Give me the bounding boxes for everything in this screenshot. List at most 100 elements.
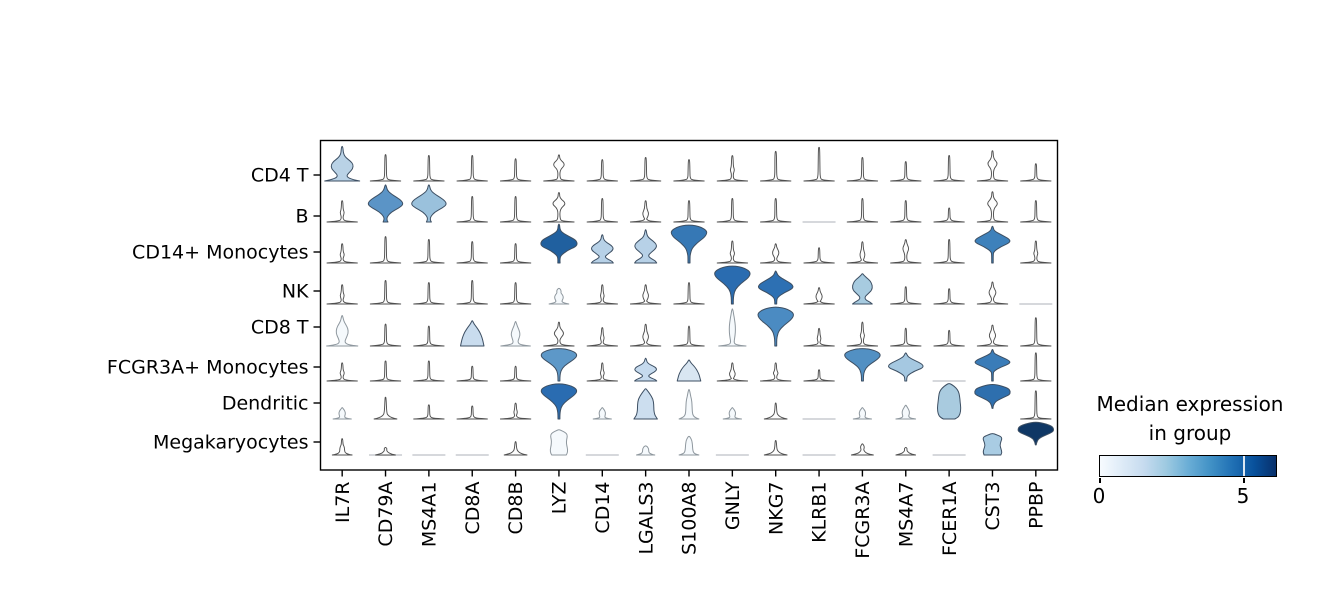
violin [548, 287, 570, 305]
x-axis-label-lyz: LYZ [549, 482, 571, 515]
violin [763, 402, 788, 420]
violin [846, 241, 879, 264]
violin [586, 284, 618, 305]
violin [543, 321, 575, 347]
violin [673, 159, 705, 182]
violin [456, 280, 488, 305]
x-axis-label-cd79a: CD79A [375, 482, 397, 547]
violin [499, 158, 532, 182]
violin [456, 241, 488, 264]
violin [976, 281, 1009, 305]
violin [369, 323, 402, 347]
x-axis-label-il7r: IL7R [332, 482, 354, 523]
violin [373, 396, 398, 420]
x-axis-label-ms4a1: MS4A1 [419, 482, 441, 548]
violin [413, 155, 445, 182]
x-axis-label-nkg7: NKG7 [765, 482, 787, 535]
violin [803, 247, 835, 264]
x-axis-label-cst3: CST3 [982, 482, 1004, 531]
y-axis-label-b: B [295, 206, 308, 228]
violin [369, 236, 402, 264]
x-axis-label-klrb1: KLRB1 [809, 482, 831, 543]
violin [456, 405, 488, 420]
colorbar-title-line2: in group [1148, 421, 1232, 445]
x-axis-label-lgals3: LGALS3 [635, 482, 657, 555]
x-axis-label-gnly: GNLY [722, 481, 744, 530]
violin [933, 239, 965, 264]
violin [456, 196, 488, 223]
violin [716, 362, 749, 382]
violin [636, 445, 656, 456]
colorbar-tickmark-0 [1099, 478, 1101, 483]
violin [846, 198, 879, 223]
violin [722, 407, 742, 420]
colorbar-gradient [1099, 455, 1277, 477]
violin [890, 161, 922, 182]
violin [413, 404, 445, 420]
violin [1020, 200, 1052, 223]
violin [895, 404, 917, 420]
violin [413, 282, 445, 305]
violin [844, 348, 881, 382]
violin [846, 157, 879, 182]
violin [590, 234, 614, 264]
violin [634, 229, 658, 264]
y-axis-label-megakaryocytes: Megakaryocytes [153, 432, 309, 454]
colorbar-tick-label-5: 5 [1236, 484, 1250, 508]
violin [629, 200, 662, 223]
violin [716, 155, 749, 182]
y-axis-label-cd14-monocytes: CD14+ Monocytes [132, 242, 308, 264]
violin [326, 362, 358, 382]
x-axis-label-cd8a: CD8A [462, 481, 484, 534]
violin [763, 440, 788, 456]
violin [413, 325, 445, 347]
violin [803, 146, 835, 182]
violin [586, 159, 618, 182]
colorbar-marker-5 [1243, 456, 1245, 476]
violin [500, 320, 531, 347]
violin [895, 446, 917, 456]
y-axis-label-nk: NK [282, 281, 309, 303]
violin [592, 407, 612, 420]
violin [714, 265, 751, 305]
violin [974, 384, 1011, 409]
violin [543, 192, 575, 223]
y-axis-label-cd4-t: CD4 T [251, 165, 309, 187]
violin [673, 282, 705, 305]
violin [499, 243, 532, 264]
violin [369, 360, 402, 382]
violin [326, 315, 359, 347]
violin [890, 239, 922, 264]
violin [1020, 240, 1052, 264]
violin [456, 365, 488, 382]
violin [331, 438, 353, 456]
violin [803, 369, 835, 382]
violin [543, 154, 575, 182]
violin [888, 352, 924, 382]
violin [1020, 317, 1052, 347]
violin [413, 239, 445, 264]
x-axis-label-s100a8: S100A8 [679, 482, 701, 555]
violin [411, 184, 447, 223]
violin [629, 284, 662, 305]
colorbar-title: Median expression in group [1050, 390, 1325, 448]
violin [673, 200, 705, 223]
violin [678, 389, 700, 420]
violin [933, 329, 965, 347]
violin [460, 320, 485, 347]
violin [1020, 163, 1052, 182]
x-axis-label-cd14: CD14 [592, 482, 614, 534]
violin [540, 223, 578, 264]
y-axis-label-dendritic: Dendritic [222, 393, 309, 415]
violin [933, 288, 965, 305]
violin [499, 196, 532, 223]
violin [760, 243, 792, 264]
violin [633, 388, 658, 420]
violin [586, 362, 618, 382]
violin [326, 284, 358, 305]
violin [803, 327, 835, 347]
violin [976, 191, 1009, 223]
x-axis-label-cd8b: CD8B [505, 482, 527, 535]
violin [890, 200, 922, 223]
